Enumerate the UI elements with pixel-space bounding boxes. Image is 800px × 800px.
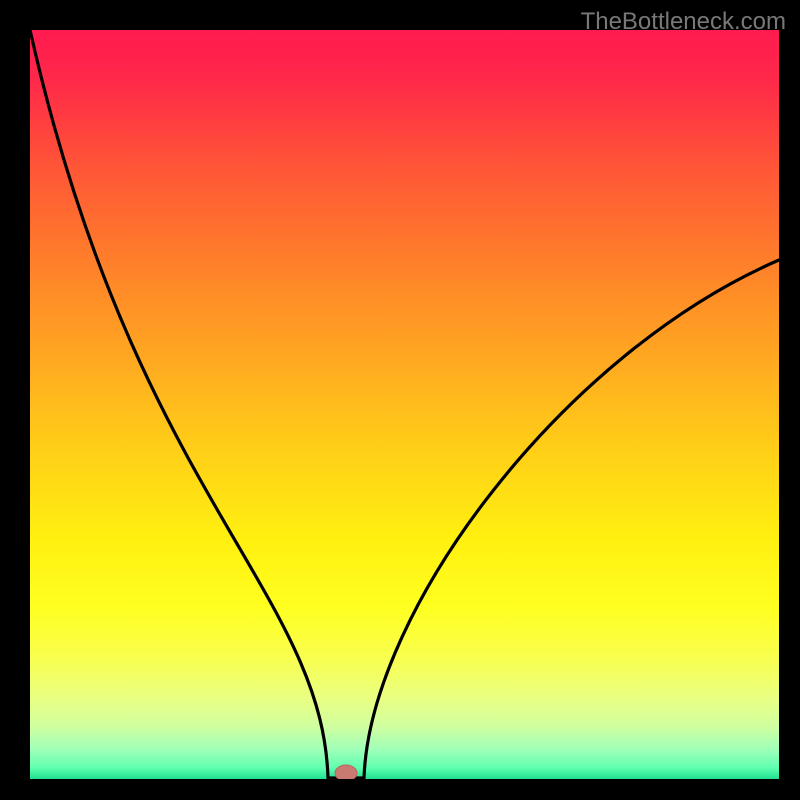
watermark-text: TheBottleneck.com xyxy=(581,8,786,36)
bottleneck-curve xyxy=(30,30,779,778)
bottleneck-curve-chart xyxy=(30,30,779,779)
optimal-point-marker xyxy=(335,765,357,779)
plot-area xyxy=(30,30,779,779)
